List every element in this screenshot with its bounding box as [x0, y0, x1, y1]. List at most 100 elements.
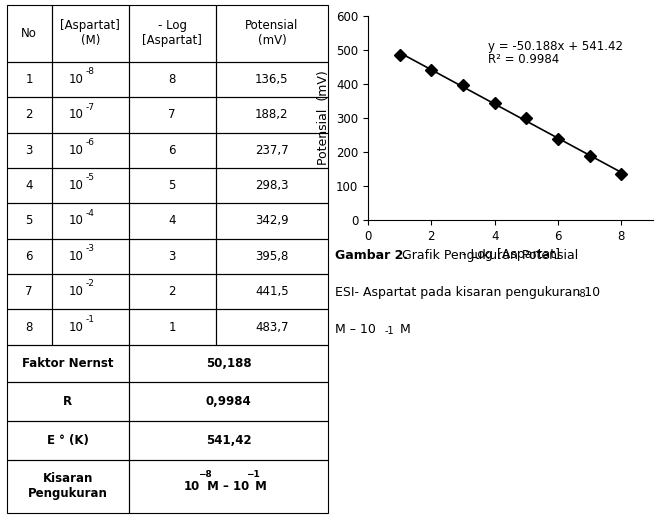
Bar — [7, 274, 52, 309]
Text: R² = 0.9984: R² = 0.9984 — [489, 53, 560, 66]
Text: [Aspartat]
(M): [Aspartat] (M) — [60, 20, 120, 48]
Bar — [52, 168, 129, 203]
Text: 50,188: 50,188 — [206, 357, 251, 370]
Text: 342,9: 342,9 — [255, 214, 288, 227]
Bar — [52, 203, 129, 239]
Bar — [215, 133, 328, 168]
Bar — [129, 203, 215, 239]
Text: No: No — [21, 27, 37, 40]
Bar — [7, 239, 52, 274]
Text: E ° (K): E ° (K) — [47, 434, 89, 447]
Bar — [129, 168, 215, 203]
X-axis label: - Log [Aspartat]: - Log [Aspartat] — [461, 249, 560, 262]
Bar — [129, 133, 215, 168]
Bar — [7, 345, 129, 382]
Text: 483,7: 483,7 — [255, 321, 288, 334]
Text: -5: -5 — [86, 174, 94, 182]
Text: -7: -7 — [86, 103, 94, 111]
Bar — [52, 97, 129, 133]
Bar — [215, 168, 328, 203]
Bar — [129, 460, 328, 513]
Bar — [52, 62, 129, 97]
Bar — [52, 133, 129, 168]
Text: 5: 5 — [25, 214, 33, 227]
Text: 10: 10 — [69, 250, 84, 263]
Text: 298,3: 298,3 — [255, 179, 288, 192]
Text: 1: 1 — [168, 321, 176, 334]
Text: 395,8: 395,8 — [255, 250, 288, 263]
Text: 1: 1 — [25, 73, 33, 86]
Bar — [129, 274, 215, 309]
Text: M – 10: M – 10 — [203, 480, 249, 493]
Text: 4: 4 — [168, 214, 176, 227]
Text: 136,5: 136,5 — [255, 73, 288, 86]
Text: 10: 10 — [69, 179, 84, 192]
Text: 3: 3 — [25, 143, 33, 157]
Text: 5: 5 — [168, 179, 176, 192]
Text: 10: 10 — [69, 285, 84, 298]
Bar — [215, 62, 328, 97]
Bar — [7, 382, 129, 421]
Text: 6: 6 — [168, 143, 176, 157]
Text: -1: -1 — [86, 315, 94, 324]
Bar — [129, 62, 215, 97]
Text: Gambar 2.: Gambar 2. — [335, 249, 408, 262]
Bar — [7, 203, 52, 239]
Text: y = -50.188x + 541.42: y = -50.188x + 541.42 — [489, 40, 623, 53]
Bar — [7, 133, 52, 168]
Text: 0,9984: 0,9984 — [206, 395, 251, 408]
Text: -6: -6 — [86, 138, 94, 147]
Text: 2: 2 — [25, 108, 33, 121]
Text: 10: 10 — [69, 73, 84, 86]
Bar — [215, 97, 328, 133]
Text: ESI- Aspartat pada kisaran pengukuran 10: ESI- Aspartat pada kisaran pengukuran 10 — [335, 286, 600, 299]
Text: Faktor Nernst: Faktor Nernst — [22, 357, 113, 370]
Text: 10: 10 — [69, 143, 84, 157]
Text: 7: 7 — [25, 285, 33, 298]
Bar — [7, 309, 52, 345]
Text: 237,7: 237,7 — [255, 143, 288, 157]
Bar — [7, 421, 129, 460]
Bar — [215, 309, 328, 345]
Bar — [7, 168, 52, 203]
Text: 541,42: 541,42 — [206, 434, 251, 447]
Text: -8: -8 — [86, 67, 94, 76]
Text: -1: -1 — [385, 326, 394, 336]
Text: 10: 10 — [69, 321, 84, 334]
Bar — [215, 203, 328, 239]
Text: Potensial
(mV): Potensial (mV) — [245, 20, 298, 48]
Y-axis label: Potensial  (mV): Potensial (mV) — [318, 70, 330, 165]
Bar — [129, 421, 328, 460]
Text: 2: 2 — [168, 285, 176, 298]
Text: M: M — [251, 480, 267, 493]
Bar — [215, 274, 328, 309]
Bar — [7, 97, 52, 133]
Text: -2: -2 — [86, 279, 94, 289]
Text: Kisaran
Pengukuran: Kisaran Pengukuran — [28, 472, 107, 500]
Text: 10: 10 — [69, 214, 84, 227]
Text: 10: 10 — [69, 108, 84, 121]
Text: M: M — [396, 323, 410, 336]
Text: -4: -4 — [86, 209, 94, 218]
Text: R: R — [63, 395, 72, 408]
Text: −8: −8 — [198, 470, 211, 479]
Bar — [7, 5, 52, 62]
Bar — [7, 460, 129, 513]
Bar — [129, 5, 215, 62]
Text: 4: 4 — [25, 179, 33, 192]
Text: 7: 7 — [168, 108, 176, 121]
Text: 6: 6 — [25, 250, 33, 263]
Bar — [52, 239, 129, 274]
Bar — [215, 239, 328, 274]
Text: -8: -8 — [577, 289, 587, 298]
Text: 8: 8 — [25, 321, 33, 334]
Bar — [52, 274, 129, 309]
Bar — [129, 239, 215, 274]
Text: -3: -3 — [86, 244, 94, 253]
Text: 188,2: 188,2 — [255, 108, 288, 121]
Bar — [52, 5, 129, 62]
Text: 8: 8 — [168, 73, 176, 86]
Bar — [129, 97, 215, 133]
Text: 441,5: 441,5 — [255, 285, 288, 298]
Text: 3: 3 — [168, 250, 176, 263]
